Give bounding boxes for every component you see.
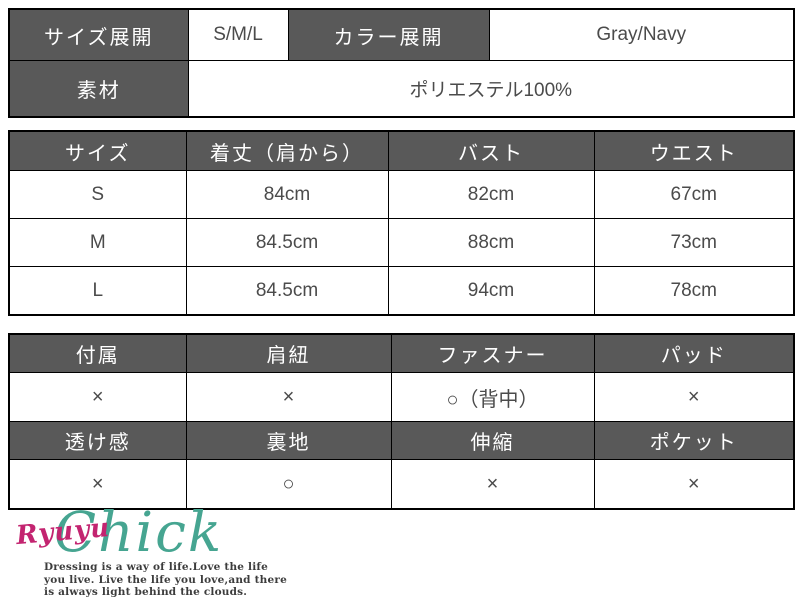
size-chart-header-waist: ウエスト — [593, 130, 795, 171]
size-range-value: S/M/L — [187, 8, 289, 61]
material-label: 素材 — [8, 60, 189, 118]
size-chart-cell: M — [8, 218, 187, 267]
size-chart-cell: L — [8, 266, 187, 316]
feature-value-accessory: × — [8, 372, 187, 422]
size-chart-table: サイズ 着丈（肩から） バスト ウエスト S 84cm 82cm 67cm M … — [8, 130, 795, 316]
size-chart-row-m: M 84.5cm 88cm 73cm — [8, 218, 795, 267]
feature-header-sheerness: 透け感 — [8, 421, 187, 460]
size-chart-cell: 84.5cm — [185, 266, 389, 316]
feature-value-sheerness: × — [8, 459, 187, 510]
size-chart-cell: 67cm — [593, 170, 795, 219]
size-chart-header-row: サイズ 着丈（肩から） バスト ウエスト — [8, 130, 795, 171]
size-chart-header-length: 着丈（肩から） — [185, 130, 389, 171]
size-chart-cell: S — [8, 170, 187, 219]
size-chart-cell: 73cm — [593, 218, 795, 267]
feature-header-lining: 裏地 — [185, 421, 392, 460]
product-info-table: サイズ展開 S/M/L カラー展開 Gray/Navy 素材 ポリエステル100… — [8, 8, 795, 118]
feature-header-strap: 肩紐 — [185, 333, 392, 373]
size-chart-cell: 78cm — [593, 266, 795, 316]
feature-header-stretch: 伸縮 — [390, 421, 595, 460]
info-row-ranges: サイズ展開 S/M/L カラー展開 Gray/Navy — [8, 8, 795, 61]
size-chart-header-size: サイズ — [8, 130, 187, 171]
feature-value-pocket: × — [593, 459, 795, 510]
size-chart-header-bust: バスト — [387, 130, 595, 171]
brand-tagline-line: you live. Live the life you love,and the… — [44, 573, 287, 586]
info-row-material: 素材 ポリエステル100% — [8, 60, 795, 118]
feature-header-row-2: 透け感 裏地 伸縮 ポケット — [8, 421, 795, 460]
material-value: ポリエステル100% — [187, 60, 795, 118]
size-chart-row-l: L 84.5cm 94cm 78cm — [8, 266, 795, 316]
feature-value-zipper: ○（背中） — [390, 372, 595, 422]
feature-value-row-1: × × ○（背中） × — [8, 372, 795, 422]
size-chart-cell: 82cm — [387, 170, 595, 219]
feature-header-pocket: ポケット — [593, 421, 795, 460]
feature-table: 付属 肩紐 ファスナー パッド × × ○（背中） × 透け感 裏地 伸縮 ポケ… — [8, 333, 795, 510]
size-chart-row-s: S 84cm 82cm 67cm — [8, 170, 795, 219]
size-chart-cell: 88cm — [387, 218, 595, 267]
feature-header-accessory: 付属 — [8, 333, 187, 373]
size-chart-cell: 84.5cm — [185, 218, 389, 267]
feature-value-row-2: × ○ × × — [8, 459, 795, 510]
brand-tagline-line: is always light behind the clouds. — [44, 586, 248, 598]
size-chart-cell: 94cm — [387, 266, 595, 316]
brand-logo: Ryuyu Chick Dressing is a way of life.Lo… — [14, 500, 314, 599]
brand-tagline-line: Dressing is a way of life.Love the life — [44, 561, 268, 573]
color-range-label: カラー展開 — [287, 8, 490, 61]
feature-header-pad: パッド — [593, 333, 795, 373]
brand-tagline: Dressing is a way of life.Love the life … — [44, 561, 287, 599]
size-range-label: サイズ展開 — [8, 8, 189, 61]
size-chart-cell: 84cm — [185, 170, 389, 219]
feature-value-strap: × — [185, 372, 392, 422]
brand-logo-main-word: Chick — [54, 500, 224, 564]
feature-header-zipper: ファスナー — [390, 333, 595, 373]
color-range-value: Gray/Navy — [488, 8, 795, 61]
feature-header-row-1: 付属 肩紐 ファスナー パッド — [8, 333, 795, 373]
feature-value-pad: × — [593, 372, 795, 422]
feature-value-stretch: × — [390, 459, 595, 510]
